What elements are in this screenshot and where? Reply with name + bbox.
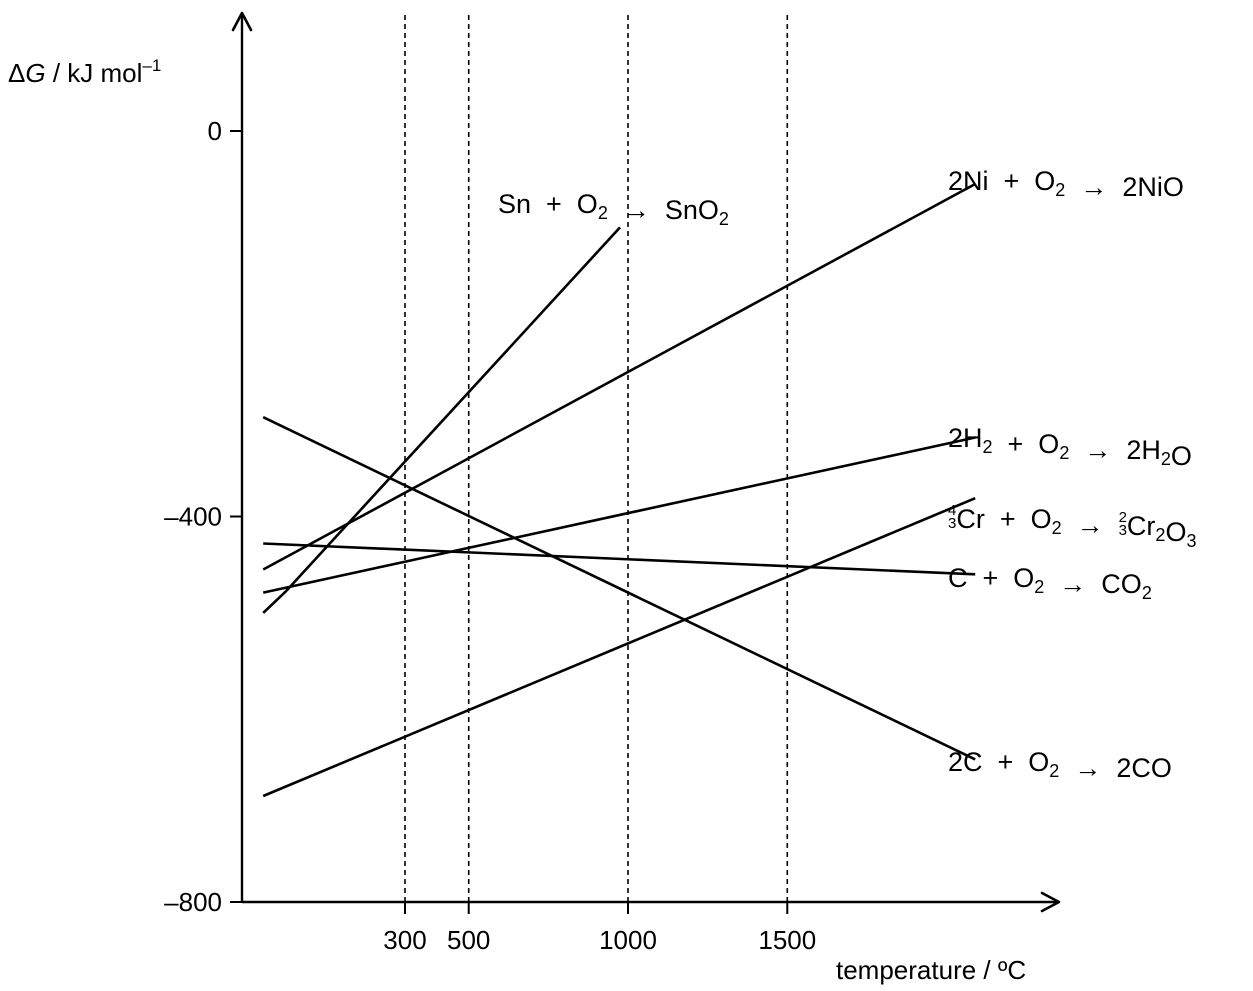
- y-axis-arrow-icon: [231, 11, 253, 32]
- series-line-4: [263, 542, 976, 576]
- series-label-sn: Sn + O2 → SnO2: [498, 189, 729, 229]
- y-tick-label: –400: [164, 502, 222, 532]
- y-tick-label: 0: [208, 116, 222, 146]
- series-labels: Sn + O2 → SnO2 2Ni + O2 → 2NiO 2H2 + O2 → …: [498, 166, 1196, 783]
- series-line-0: [262, 226, 621, 614]
- series-line-2: [262, 436, 976, 594]
- x-axis-label: temperature / ºC: [836, 955, 1026, 985]
- axes: [231, 11, 1061, 913]
- series-line-1: [262, 182, 976, 571]
- series-label-ni: 2Ni + O2 → 2NiO: [948, 166, 1184, 202]
- series-label-h2: 2H2 + O2 → 2H2O: [948, 423, 1192, 471]
- series-label-cr: 4 3Cr + O2 → 2 3Cr2O3: [948, 502, 1196, 551]
- y-axis-label: ΔG / kJ mol–1: [8, 56, 161, 88]
- series-line-5: [262, 416, 976, 761]
- y-tick-label: –800: [164, 887, 222, 917]
- x-tick-label: 1500: [758, 925, 816, 955]
- gridlines: [404, 14, 789, 902]
- series-lines: [262, 182, 976, 798]
- x-tick-label: 300: [383, 925, 426, 955]
- series-label-co2: C + O2 → CO2: [948, 563, 1152, 603]
- x-axis-arrow-icon: [1040, 891, 1061, 913]
- series-label-co: 2C + O2 → 2CO: [948, 747, 1172, 783]
- series-line-3: [262, 497, 976, 798]
- x-tick-label: 1000: [599, 925, 657, 955]
- x-tick-label: 500: [447, 925, 490, 955]
- ticks: 0 –400 –800 300 500 1000 1500: [164, 116, 816, 955]
